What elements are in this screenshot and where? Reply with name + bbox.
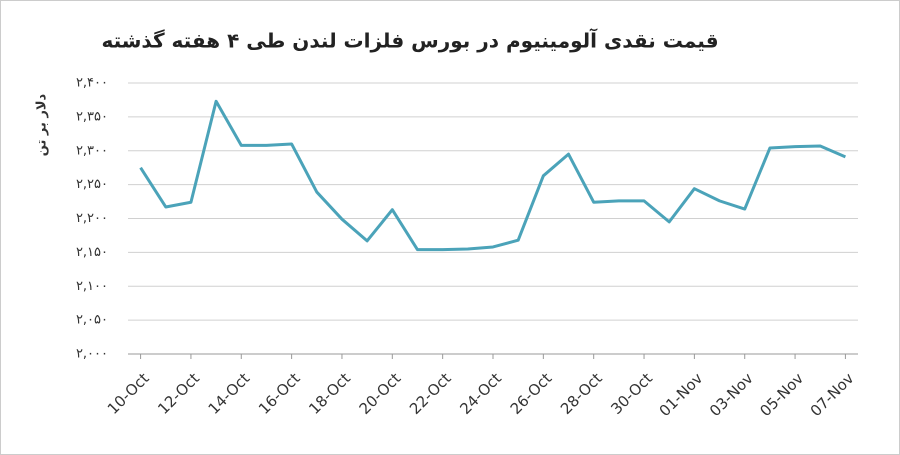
y-axis-label: دلار بر تن	[35, 93, 50, 156]
y-tick-label: ۲,۲۵۰	[76, 177, 108, 192]
y-tick-label: ۲,۱۰۰	[76, 279, 108, 294]
chart-title: قیمت نقدی آلومینیوم در بورس فلزات لندن ط…	[101, 28, 718, 53]
data-line	[139, 99, 847, 252]
y-tick-label: ۲,۴۰۰	[76, 76, 108, 91]
y-tick-label: ۲,۱۵۰	[76, 245, 108, 260]
y-tick-label: ۲,۳۰۰	[76, 143, 108, 158]
y-tick-label: ۲,۰۵۰	[76, 313, 108, 328]
y-tick-label: ۲,۳۵۰	[76, 109, 108, 124]
y-tick-label: ۲,۲۰۰	[76, 211, 108, 226]
y-tick-label: ۲,۰۰۰	[76, 347, 108, 362]
